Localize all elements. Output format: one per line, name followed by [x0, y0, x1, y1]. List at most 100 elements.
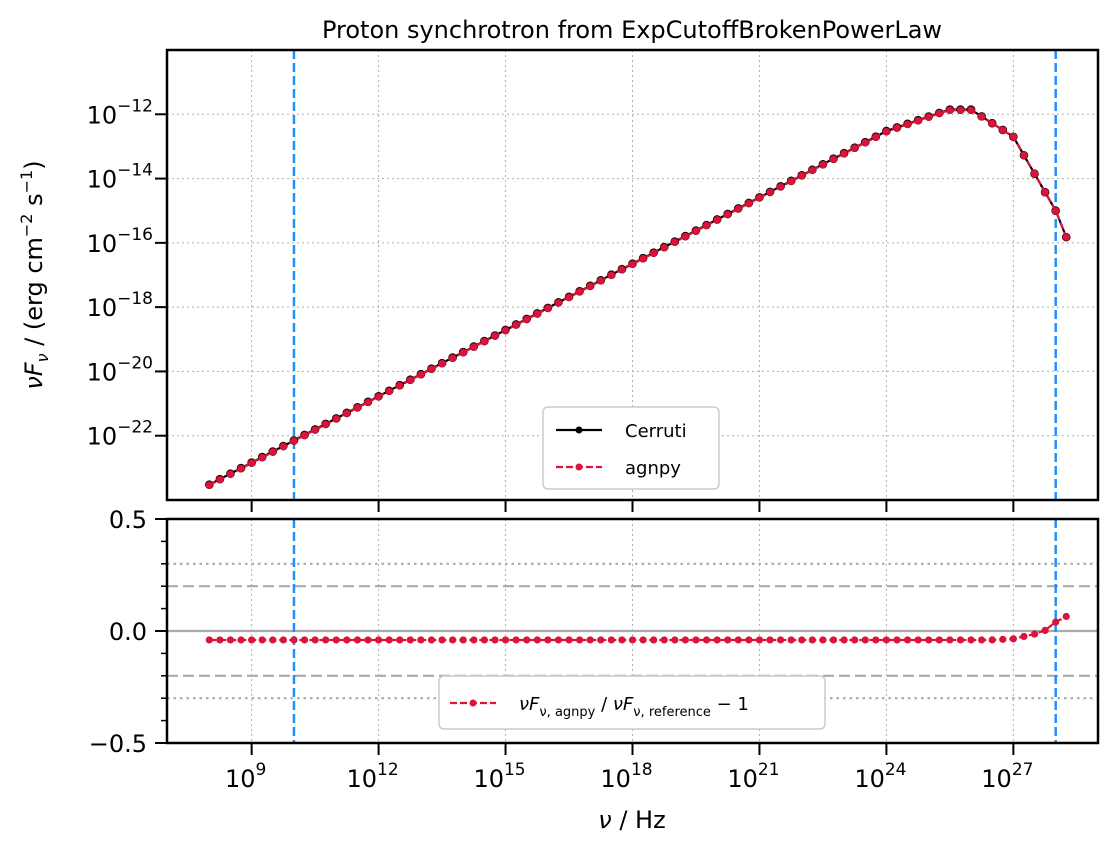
data-point	[1062, 612, 1070, 621]
series-line-agnpy	[208, 109, 1068, 487]
svg-text:ν / Hz: ν / Hz	[598, 806, 665, 834]
data-point	[840, 149, 848, 158]
data-point	[544, 636, 552, 644]
data-point	[1020, 151, 1028, 160]
data-point	[956, 106, 965, 114]
data-point	[724, 636, 732, 644]
data-point	[692, 227, 700, 235]
data-point	[988, 636, 996, 644]
data-point	[713, 216, 722, 224]
data-point	[1052, 618, 1060, 626]
legend-box	[542, 406, 720, 490]
x-axis-label: ν / Hz	[598, 806, 665, 834]
data-point	[607, 271, 616, 280]
data-point	[554, 636, 563, 644]
top-panel: 10−22 10−20 10−18 10−16 10−14 10−12 Cerruti agn…	[87, 48, 1100, 512]
ratio-series-line	[209, 615, 1067, 642]
data-point	[374, 392, 383, 401]
legend-label-ratio: νFν, agnpy / νFν, reference − 1	[519, 694, 749, 720]
data-point	[935, 109, 944, 118]
data-point	[872, 636, 880, 644]
data-point	[342, 409, 351, 418]
data-point	[575, 287, 584, 296]
data-point	[597, 636, 605, 644]
data-point	[258, 636, 266, 644]
data-point	[734, 636, 742, 644]
y-tick-label: 10−18	[87, 289, 153, 322]
data-point	[914, 116, 923, 125]
data-point	[279, 442, 288, 451]
data-point	[978, 636, 986, 644]
legend-marker	[575, 426, 583, 434]
data-point	[967, 636, 975, 644]
data-point	[491, 636, 499, 644]
y-tick-label: 10−22	[87, 418, 153, 451]
data-point	[692, 636, 700, 644]
data-point	[248, 636, 256, 644]
data-point	[702, 221, 711, 230]
data-point	[501, 636, 510, 644]
data-point	[459, 348, 468, 357]
data-point	[935, 636, 943, 644]
data-point	[396, 636, 404, 644]
data-point	[723, 210, 732, 219]
data-point	[681, 636, 689, 644]
data-point	[501, 326, 510, 335]
data-point	[618, 636, 626, 644]
data-point	[364, 398, 372, 407]
data-point	[205, 636, 213, 644]
data-point	[744, 199, 753, 208]
data-point	[343, 636, 351, 644]
data-point	[533, 309, 542, 318]
data-point	[819, 636, 827, 644]
data-point	[1030, 169, 1039, 178]
data-point	[893, 636, 901, 644]
data-point	[268, 448, 277, 456]
data-point	[406, 376, 415, 385]
data-point	[660, 243, 669, 252]
data-point	[364, 636, 372, 644]
data-point	[543, 304, 552, 313]
data-point	[523, 636, 531, 644]
data-point	[406, 636, 414, 644]
data-point	[353, 636, 362, 644]
legend-label-cerruti: Cerruti	[625, 421, 687, 442]
data-point	[1020, 632, 1028, 641]
x-tick-label: 1012	[346, 760, 398, 793]
data-point	[332, 636, 340, 644]
x-tick-label: 1018	[600, 760, 652, 793]
data-point	[417, 370, 425, 379]
data-point	[829, 636, 838, 644]
data-point	[924, 113, 933, 121]
data-point	[840, 636, 848, 644]
data-point	[322, 636, 330, 644]
data-point	[745, 636, 753, 644]
data-point	[480, 636, 488, 644]
data-point	[576, 636, 584, 644]
y-axis-label: νFν / (erg cm−2 s−1)	[17, 160, 52, 389]
data-point	[798, 636, 806, 644]
data-point	[903, 636, 912, 644]
data-point	[448, 354, 457, 362]
data-point	[639, 636, 647, 644]
data-point	[522, 315, 531, 324]
data-point	[808, 166, 817, 175]
x-tick-label: 1021	[727, 760, 779, 793]
data-point	[819, 160, 827, 169]
data-point	[871, 133, 880, 141]
data-point	[427, 636, 436, 644]
data-point	[776, 182, 785, 191]
svg-text:νFν / (erg cm−2 s−1): νFν / (erg cm−2 s−1)	[17, 160, 52, 389]
data-point	[618, 265, 626, 274]
data-point	[734, 205, 743, 213]
data-point	[808, 636, 816, 644]
data-point	[480, 337, 489, 346]
data-point	[850, 144, 859, 153]
data-point	[226, 470, 235, 478]
data-point	[438, 359, 446, 368]
data-point	[787, 177, 796, 186]
data-point	[1009, 635, 1017, 643]
data-point	[215, 475, 224, 484]
x-tick-label: 1024	[854, 760, 906, 793]
data-point	[438, 636, 446, 644]
